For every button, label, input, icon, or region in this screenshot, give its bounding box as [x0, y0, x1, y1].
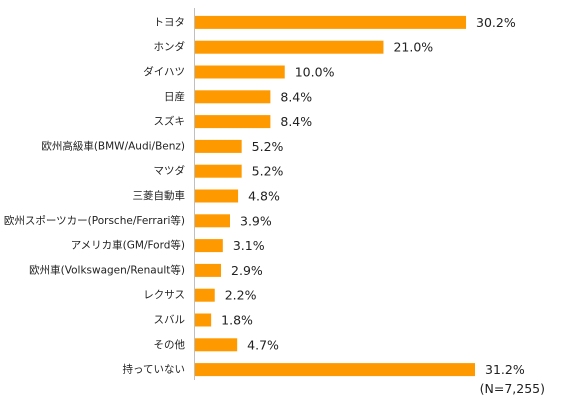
category-label: マツダ [154, 164, 186, 177]
bar [195, 338, 238, 352]
bar [195, 313, 212, 327]
bar [195, 115, 271, 129]
value-label: 3.1% [233, 238, 265, 253]
bar [195, 139, 242, 153]
bar [195, 239, 223, 253]
category-label: ホンダ [154, 40, 186, 53]
category-label: レクサス [143, 289, 185, 301]
bar [195, 288, 215, 302]
value-label: 10.0% [295, 65, 335, 80]
category-label: アメリカ車(GM/Ford等) [71, 239, 185, 252]
category-label: スバル [154, 314, 186, 326]
bars-group [195, 15, 475, 377]
bar [195, 15, 467, 29]
bar [195, 263, 222, 277]
value-label: 30.2% [476, 15, 516, 30]
value-label: 4.8% [248, 189, 280, 204]
category-label: トヨタ [154, 16, 186, 28]
bar [195, 214, 230, 228]
category-label: 欧州車(Volkswagen/Renault等) [29, 263, 185, 276]
category-label: ダイハツ [143, 65, 185, 78]
value-label: 3.9% [240, 213, 272, 228]
category-label: 持っていない [123, 363, 185, 376]
value-label: 1.8% [221, 313, 253, 328]
value-label: 5.2% [252, 164, 284, 179]
category-label: その他 [154, 338, 186, 351]
value-label: 8.4% [280, 114, 312, 129]
category-label: 欧州高級車(BMW/Audi/Benz) [41, 139, 185, 152]
value-labels: 30.2% 21.0% 10.0% 8.4% 8.4% 5.2% 5.2% 4.8% 3.9% 3… [221, 15, 525, 377]
bar [195, 164, 242, 178]
bar [195, 40, 384, 54]
bar [195, 189, 239, 203]
value-label: 4.7% [247, 337, 279, 352]
value-label: 21.0% [393, 40, 433, 55]
sample-size-note: (N=7,255) [479, 381, 545, 396]
category-label: 三菱自動車 [133, 189, 186, 202]
bar [195, 90, 271, 104]
category-label: スズキ [154, 115, 186, 128]
value-label: 2.9% [231, 263, 263, 278]
value-label: 31.2% [485, 362, 525, 377]
value-label: 8.4% [280, 89, 312, 104]
category-label: 日産 [164, 90, 185, 103]
value-label: 2.2% [225, 288, 257, 303]
category-label: 欧州スポーツカー(Porsche/Ferrari等) [4, 214, 185, 227]
bar [195, 65, 285, 79]
value-label: 5.2% [252, 139, 284, 154]
bar [195, 363, 475, 377]
